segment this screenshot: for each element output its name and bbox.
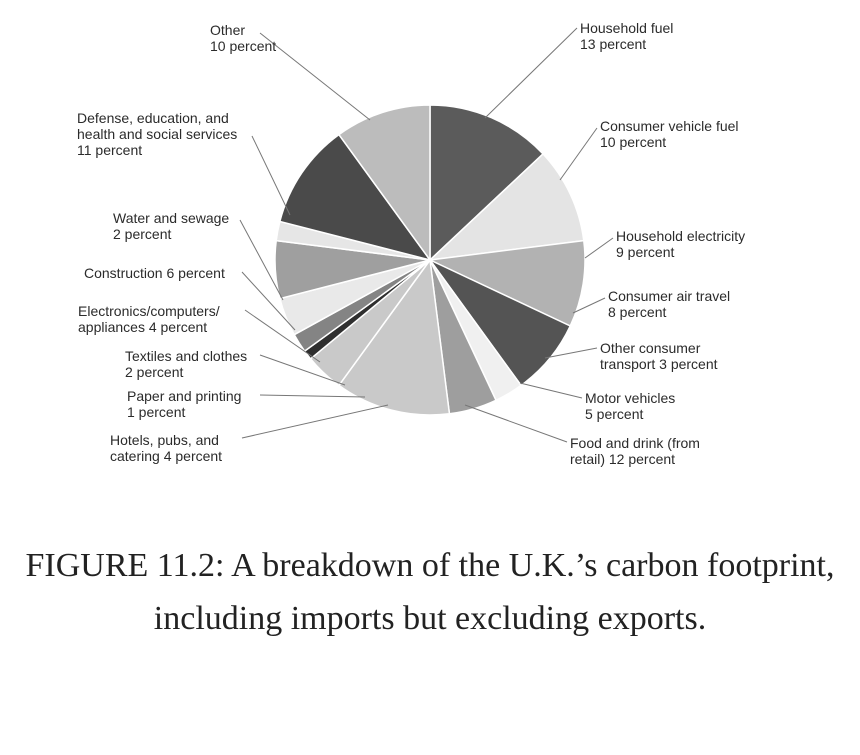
figure-caption: FIGURE 11.2: A breakdown of the U.K.’s c… [20,540,840,645]
slice-label: Textiles and clothes2 percent [125,348,247,380]
slice-label: Other consumertransport 3 percent [600,340,718,372]
slice-label-line: Other consumer [600,340,700,356]
slice-label: Food and drink (fromretail) 12 percent [570,435,700,467]
leader-line [260,395,365,397]
slice-label-line: 10 percent [210,38,276,54]
leader-line [485,28,577,118]
slice-label-line: 9 percent [616,244,745,260]
slice-label-line: 10 percent [600,134,739,150]
slice-label-line: Hotels, pubs, and [110,432,219,448]
slice-label-line: catering 4 percent [110,448,222,464]
slice-label-line: 11 percent [77,142,237,158]
slice-label-line: 8 percent [608,304,730,320]
slice-label-line: Other [210,22,245,38]
slice-label: Household electricity9 percent [616,228,745,260]
leader-line [252,136,290,215]
slice-label: Household fuel13 percent [580,20,673,52]
slice-label-line: Construction 6 percent [84,265,225,281]
slice-label: Water and sewage2 percent [113,210,229,242]
slice-label-line: 13 percent [580,36,673,52]
slice-label: Defense, education, andhealth and social… [77,110,237,158]
slice-label: Consumer air travel8 percent [608,288,730,320]
slice-label: Electronics/computers/appliances 4 perce… [78,303,220,335]
slice-label-line: retail) 12 percent [570,451,700,467]
slice-label-line: 5 percent [585,406,675,422]
leader-line [260,33,370,120]
pie-chart-area: Household fuel13 percent Consumer vehicle… [0,0,860,520]
slice-label-line: appliances 4 percent [78,319,220,335]
slice-label: Construction 6 percent [84,265,225,281]
slice-label: Hotels, pubs, andcatering 4 percent [110,432,222,464]
leader-line [520,383,582,398]
slice-label-line: Paper and printing [127,388,241,404]
slice-label: Other10 percent [210,22,276,54]
slice-label: Motor vehicles5 percent [585,390,675,422]
slice-label-line: Consumer vehicle fuel [600,118,739,134]
leader-line [465,405,567,442]
slice-label-line: Food and drink (from [570,435,700,451]
slice-label-line: transport 3 percent [600,356,718,372]
slice-label-line: 2 percent [125,364,247,380]
slice-label-line: 1 percent [127,404,241,420]
slice-label-line: health and social services [77,126,237,142]
slice-label-line: Electronics/computers/ [78,303,220,319]
leader-line [560,128,597,180]
slice-label: Paper and printing1 percent [127,388,241,420]
slice-label-line: Household fuel [580,20,673,36]
slice-label-line: Household electricity [616,228,745,244]
slice-label-line: Water and sewage [113,210,229,226]
slice-label-line: 2 percent [113,226,229,242]
slice-label-line: Defense, education, and [77,110,229,126]
slice-label-line: Consumer air travel [608,288,730,304]
leader-line [585,238,613,258]
slice-label-line: Motor vehicles [585,390,675,406]
slice-label: Consumer vehicle fuel10 percent [600,118,739,150]
slice-label-line: Textiles and clothes [125,348,247,364]
leader-line [242,405,388,438]
